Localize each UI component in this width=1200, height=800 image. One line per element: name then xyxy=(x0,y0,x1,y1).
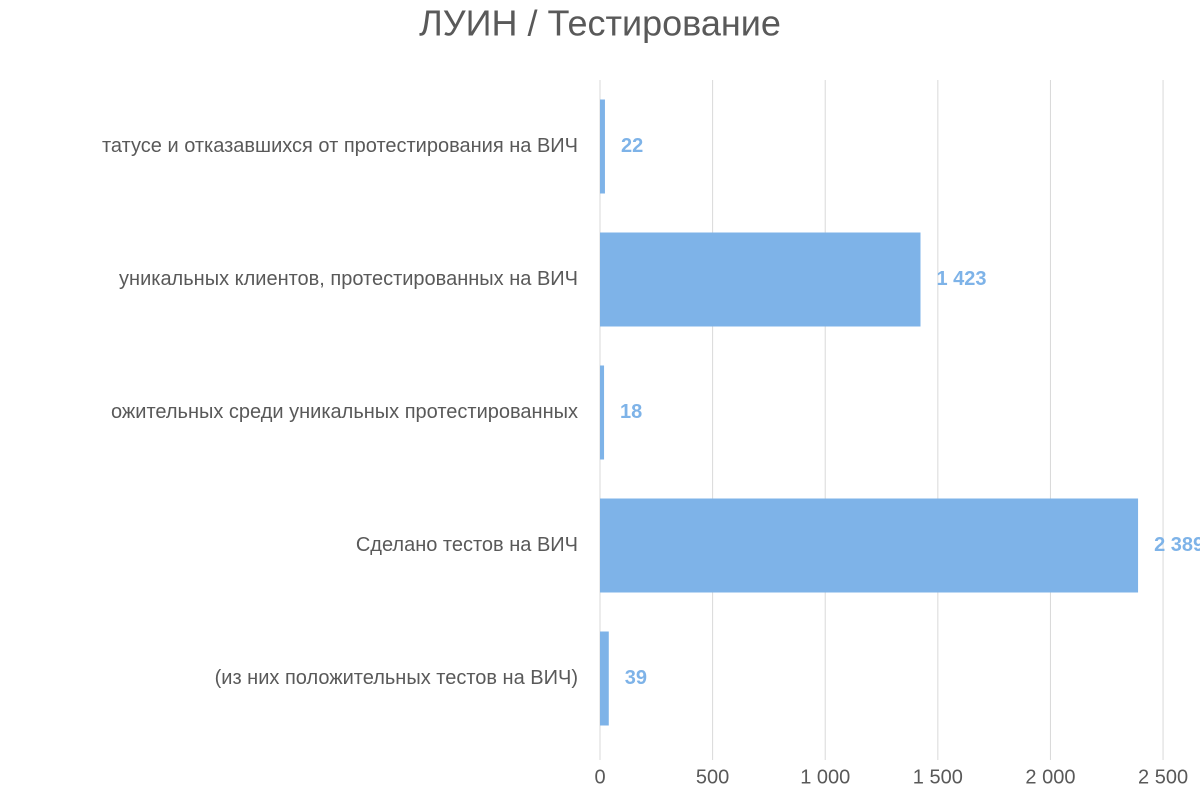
y-tick-label: (из них положительных тестов на ВИЧ) xyxy=(215,667,578,689)
x-tick-label: 2 500 xyxy=(1138,766,1188,788)
bar xyxy=(600,498,1139,593)
value-label: 22 xyxy=(621,135,643,157)
y-tick-label: татусе и отказавшихся от протестирования… xyxy=(102,135,578,157)
value-label: 2 389 xyxy=(1154,534,1200,556)
y-tick-label: Сделано тестов на ВИЧ xyxy=(356,534,578,556)
value-label: 1 423 xyxy=(936,268,986,290)
bar xyxy=(600,365,605,460)
x-tick-label: 2 000 xyxy=(1025,766,1075,788)
bar xyxy=(600,631,609,726)
y-tick-label: ожительных среди уникальных протестирова… xyxy=(111,401,578,423)
value-label: 18 xyxy=(620,401,642,423)
x-tick-label: 1 500 xyxy=(913,766,963,788)
x-tick-label: 0 xyxy=(594,766,605,788)
value-label: 39 xyxy=(625,667,647,689)
chart-title: ЛУИН / Тестирование xyxy=(419,3,781,44)
x-tick-label: 500 xyxy=(696,766,729,788)
y-tick-label: уникальных клиентов, протестированных на… xyxy=(119,268,578,290)
bar xyxy=(600,232,921,327)
bar xyxy=(600,99,605,194)
x-tick-label: 1 000 xyxy=(800,766,850,788)
